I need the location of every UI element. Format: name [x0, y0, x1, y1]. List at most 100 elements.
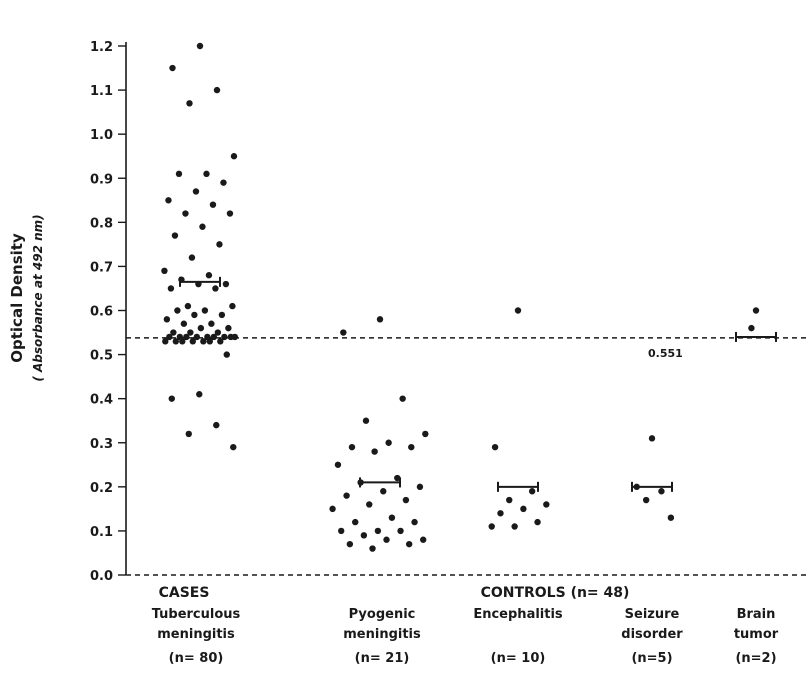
y-tick-label: 0.5	[90, 349, 113, 364]
data-point	[648, 435, 656, 442]
group-label: disorder	[621, 627, 683, 642]
data-point	[188, 254, 196, 261]
data-point	[171, 232, 179, 239]
data-point	[185, 430, 192, 438]
data-point	[217, 338, 224, 345]
data-point	[380, 488, 387, 495]
data-point	[534, 518, 541, 526]
data-point	[399, 395, 406, 402]
group-label: Tuberculous	[152, 607, 241, 622]
y-tick-label: 1.0	[90, 128, 113, 143]
data-point	[334, 461, 342, 468]
data-point	[182, 210, 189, 217]
y-tick-label: 0.3	[90, 437, 113, 452]
data-point	[201, 307, 209, 314]
data-point	[488, 523, 495, 530]
data-point	[174, 307, 181, 314]
data-point	[329, 505, 336, 513]
group-label: Pyogenic	[349, 607, 416, 622]
section-label-controls: CONTROLS (n= 48)	[481, 585, 630, 601]
data-point	[172, 338, 180, 345]
data-point	[402, 496, 410, 504]
data-point	[170, 329, 177, 336]
data-point	[658, 488, 665, 495]
y-tick-label: 0.6	[90, 305, 113, 320]
data-point	[340, 329, 347, 336]
data-point	[221, 333, 228, 341]
data-point	[205, 272, 213, 279]
y-axis-label: Optical Density	[8, 233, 26, 363]
data-point	[227, 333, 235, 341]
data-point	[376, 316, 384, 323]
data-point	[385, 439, 392, 446]
data-point	[230, 153, 238, 160]
y-tick-label: 0.1	[90, 525, 113, 540]
data-point	[397, 527, 404, 535]
data-point	[216, 241, 223, 248]
data-point	[161, 267, 168, 275]
data-point	[642, 496, 650, 504]
y-tick-label: 0.2	[90, 481, 113, 496]
group-label: meningitis	[343, 627, 421, 642]
data-point	[752, 307, 760, 314]
data-point	[667, 514, 675, 521]
data-point	[491, 443, 499, 451]
data-point	[360, 532, 368, 539]
data-point	[196, 391, 203, 398]
y-axis-label-group: Optical Density ( Absorbance at 492 nm)	[8, 214, 45, 381]
data-point	[748, 324, 755, 332]
data-point	[543, 501, 550, 508]
data-point	[352, 518, 359, 526]
data-point	[223, 351, 230, 358]
data-point	[218, 311, 226, 319]
group-label: Brain	[737, 607, 776, 622]
y-axis-sublabel: ( Absorbance at 492 nm)	[31, 214, 45, 381]
y-tick-label: 0.0	[90, 569, 113, 584]
data-point	[405, 540, 413, 548]
data-point	[180, 320, 188, 327]
y-tick-label: 1.1	[90, 84, 113, 99]
data-point	[222, 280, 230, 288]
y-tick-label: 0.8	[90, 216, 113, 231]
data-point	[213, 86, 221, 94]
group-label: (n= 10)	[491, 651, 546, 666]
data-point	[366, 501, 373, 508]
data-point	[416, 483, 424, 491]
data-point	[420, 536, 427, 543]
data-point	[175, 170, 183, 178]
data-point	[343, 492, 350, 499]
data-point	[362, 417, 370, 424]
data-point	[169, 64, 176, 72]
data-point	[528, 488, 536, 495]
data-point	[520, 505, 527, 513]
group-label: (n= 80)	[169, 651, 224, 666]
data-point	[371, 448, 378, 455]
data-point	[514, 307, 522, 314]
data-point	[162, 338, 169, 345]
data-point	[197, 324, 205, 332]
data-point	[212, 285, 219, 292]
data-point	[408, 443, 415, 451]
data-point	[199, 223, 206, 230]
data-point	[230, 443, 237, 451]
data-point	[225, 324, 232, 332]
data-point	[348, 443, 356, 451]
cutoff-label: 0.551	[648, 347, 683, 360]
data-point	[179, 338, 186, 345]
data-point	[165, 197, 172, 204]
data-point	[369, 545, 376, 552]
data-point	[220, 179, 227, 186]
data-point	[196, 42, 204, 50]
data-point	[213, 421, 220, 429]
data-point	[383, 536, 390, 543]
data-point	[168, 395, 175, 402]
group-label: Seizure	[625, 607, 680, 622]
data-point	[346, 540, 354, 548]
data-point	[338, 527, 345, 535]
data-point	[200, 338, 207, 345]
group-label: tumor	[734, 627, 779, 642]
group-label: (n= 21)	[355, 651, 410, 666]
group-label: Encephalitis	[473, 607, 563, 622]
data-point	[226, 210, 234, 217]
y-tick-label: 0.7	[90, 260, 113, 275]
